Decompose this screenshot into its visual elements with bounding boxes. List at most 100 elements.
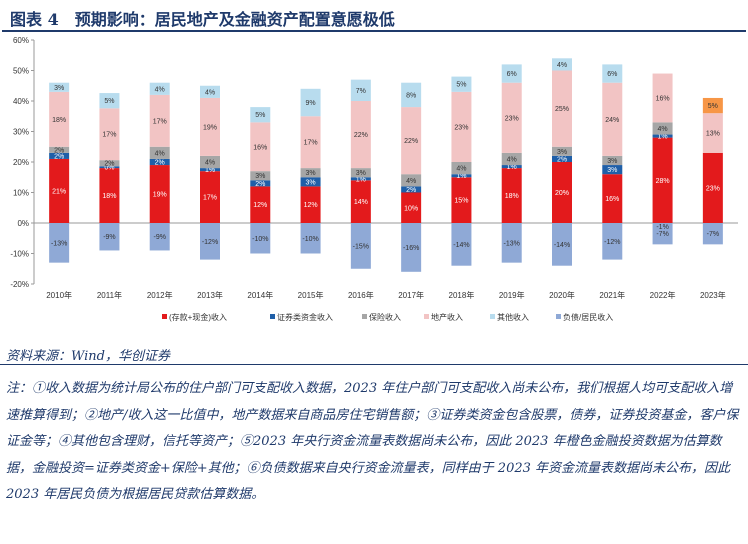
bar-deposit [300, 186, 321, 223]
data-label-securities: 2% [155, 160, 165, 167]
legend-swatch-other [490, 314, 495, 319]
bar-deposit [350, 180, 371, 223]
x-tick-label: 2015年 [298, 290, 324, 300]
y-tick-label: 20% [13, 158, 29, 167]
bar-other [350, 79, 371, 101]
data-label-securities: 1% [507, 164, 517, 171]
bar-other [602, 64, 623, 83]
bar-deposit [702, 152, 723, 223]
bar-debt [99, 223, 120, 251]
data-label-deposit: 12% [253, 202, 267, 209]
x-tick-label: 2012年 [147, 290, 173, 300]
bar-realestate [300, 116, 321, 169]
data-label-realestate: 16% [656, 95, 670, 102]
x-tick-label: 2023年 [700, 290, 726, 300]
bar-securities [552, 155, 572, 162]
legend-label-securities: 证券类资金收入 [277, 312, 333, 322]
data-label-deposit: 18% [102, 193, 116, 200]
bar-debt [451, 223, 472, 266]
source-bar: 资料来源：Wind，华创证券 [0, 344, 748, 365]
bar-insurance [401, 174, 422, 187]
data-label-insurance: 3% [356, 170, 366, 177]
bar-debt [49, 223, 70, 263]
data-label-deposit: 18% [505, 193, 519, 200]
legend-swatch-deposit [162, 314, 167, 319]
data-label-realestate: 22% [354, 132, 368, 139]
data-label-deposit: 20% [555, 190, 569, 197]
data-label-insurance: 4% [507, 156, 517, 163]
legend-swatch-realestate [424, 314, 429, 319]
bar-deposit [552, 162, 572, 223]
legend-swatch-debt [556, 314, 561, 319]
bar-securities [602, 165, 623, 175]
bar-securities [49, 152, 70, 159]
bar-other [300, 88, 321, 117]
bar-insurance [451, 162, 472, 175]
data-label-other: 5% [456, 82, 466, 89]
bar-realestate [200, 97, 220, 156]
bar-debt [652, 223, 673, 245]
x-tick-label: 2011年 [97, 290, 122, 300]
data-label-debt: -10% [302, 236, 318, 243]
bar-debt [350, 223, 371, 269]
bar-realestate [451, 91, 472, 162]
data-label-securities: 2% [54, 153, 64, 160]
bar-securities [300, 177, 321, 187]
bar-securities [149, 158, 170, 166]
bar-debt [300, 223, 321, 254]
bar-other [401, 82, 422, 108]
bar-other [501, 64, 522, 83]
data-label-realestate: 16% [253, 144, 267, 151]
data-label-securities: 2% [406, 187, 416, 194]
data-label-debt: -15% [353, 243, 369, 250]
data-label-insurance: 4% [406, 178, 416, 185]
data-label-deposit: 16% [605, 196, 619, 203]
data-label-insurance: 2% [104, 161, 114, 168]
data-label-other: 4% [205, 89, 215, 96]
data-label-deposit: 17% [203, 195, 217, 202]
bar-realestate [49, 91, 70, 147]
data-label-debt: -14% [453, 242, 469, 249]
y-tick-label: 0% [17, 219, 29, 228]
data-label-securities: 1% [356, 176, 366, 183]
data-label-securities: 1% [658, 134, 668, 141]
bar-realestate [250, 122, 271, 172]
x-tick-label: 2013年 [197, 290, 223, 300]
bar-insurance [501, 152, 522, 166]
legend-label-other: 其他收入 [497, 312, 529, 322]
legend-label-realestate: 地产收入 [431, 312, 463, 322]
data-label-realestate: 13% [706, 131, 720, 138]
bar-other [200, 85, 220, 98]
x-tick-label: 2018年 [449, 290, 475, 300]
data-label-deposit: 12% [304, 202, 318, 209]
legend-label-deposit: (存款+现金)收入 [169, 312, 227, 322]
data-label-securities: 3% [607, 167, 617, 174]
bar-other [552, 58, 572, 71]
bar-realestate [552, 70, 572, 147]
x-tick-label: 2022年 [650, 290, 676, 300]
x-tick-label: 2014年 [247, 290, 273, 300]
bar-deposit [49, 158, 70, 223]
bar-insurance [350, 168, 371, 178]
data-label-debt: -9% [153, 234, 165, 241]
x-tick-label: 2017年 [398, 290, 424, 300]
data-label-realestate: 17% [304, 140, 318, 147]
bar-realestate [350, 101, 371, 169]
data-label-debt: -12% [604, 239, 620, 246]
bar-debt [200, 223, 220, 260]
data-label-insurance: 3% [255, 173, 265, 180]
data-label-other: 3% [54, 85, 64, 92]
figure-title: 图表 4 预期影响：居民地产及金融资产配置意愿极低 [10, 10, 395, 29]
bar-securities [451, 174, 472, 178]
data-label-debt: -9% [103, 234, 115, 241]
data-label-realestate: 19% [203, 124, 217, 131]
y-tick-label: 60% [13, 36, 29, 45]
legend-swatch-securities [270, 314, 275, 319]
y-tick-label: 50% [13, 67, 29, 76]
bar-securities [501, 165, 522, 169]
bar-securities [350, 177, 371, 181]
bar-securities [652, 134, 673, 138]
data-label-insurance: 4% [205, 160, 215, 167]
bar-debt [250, 223, 271, 254]
data-label-realestate: 24% [605, 117, 619, 124]
